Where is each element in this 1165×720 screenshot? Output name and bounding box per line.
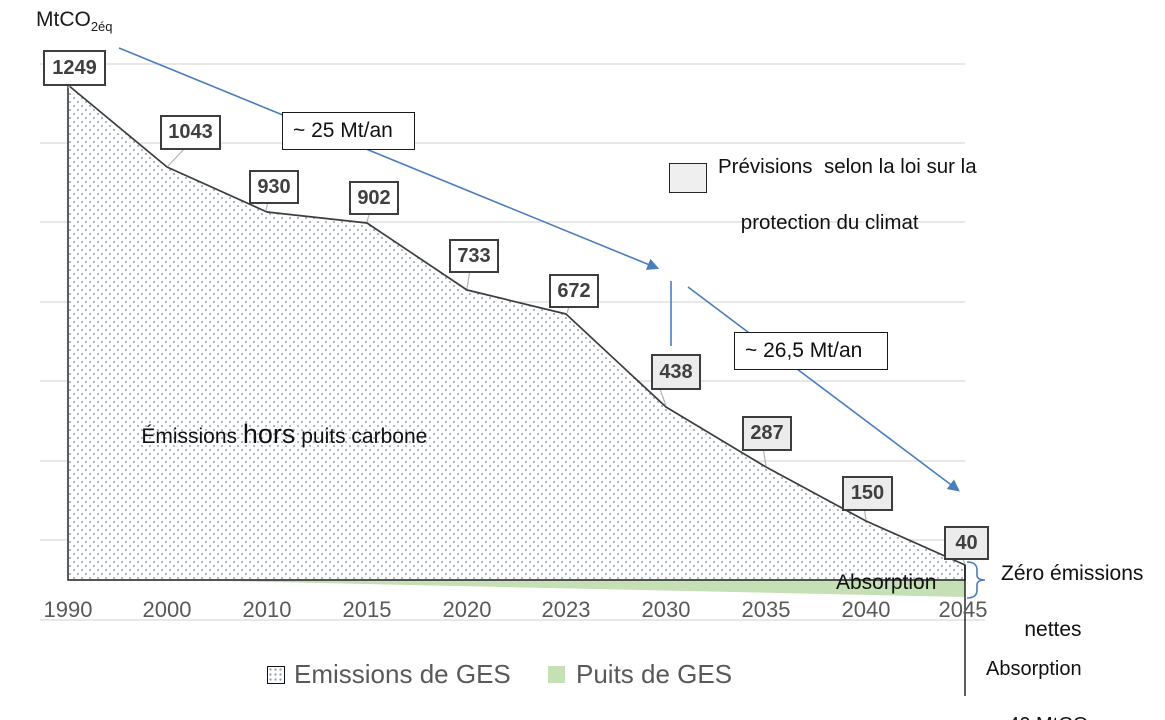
rate-annotation-26-5: ~ 26,5 Mt/an	[734, 332, 888, 370]
x-tick-2030: 2030	[641, 597, 691, 622]
legend-emissions-label: Emissions de GES	[294, 659, 511, 689]
legend-emissions-swatch	[267, 666, 285, 684]
x-tick-2000: 2000	[142, 597, 192, 622]
x-tick-2010: 2010	[242, 597, 292, 622]
area-label-pre: Émissions	[141, 425, 243, 448]
x-tick-2040: 2040	[841, 597, 891, 622]
net-zero-line2: nettes	[1024, 618, 1082, 641]
value-label-150: 150	[842, 476, 893, 511]
y-axis-title: MtCO2éq	[36, 8, 113, 34]
area-label-emph: hors	[242, 419, 296, 449]
forecast-legend-text: Prévisions selon la loi sur la protectio…	[718, 153, 998, 237]
value-label-902: 902	[349, 181, 399, 215]
value-label-733: 733	[449, 239, 499, 273]
absorption-40-line1: Absorption	[986, 658, 1082, 680]
forecast-legend-swatch	[669, 163, 707, 193]
net-zero-note: Zéro émissions nettes	[1001, 560, 1143, 644]
rate-annotation-25: ~ 25 Mt/an	[282, 112, 415, 150]
value-label-438: 438	[651, 354, 701, 390]
x-tick-1990: 1990	[43, 597, 93, 622]
sinks-area	[180, 577, 965, 597]
value-label-1249: 1249	[43, 50, 106, 86]
forecast-legend-line1: Prévisions selon la loi sur la	[718, 155, 977, 178]
forecast-legend-line2: protection du climat	[740, 211, 919, 234]
value-label-930: 930	[249, 170, 299, 204]
net-zero-line1: Zéro émissions	[1001, 562, 1144, 585]
x-tick-2015: 2015	[342, 597, 392, 622]
rate-arrow-25	[118, 47, 660, 270]
absorption-40-note: Absorption 40 MtCO2éq	[986, 655, 1108, 720]
area-label-post: puits carbone	[295, 425, 428, 448]
x-tick-2020: 2020	[442, 597, 492, 622]
legend-sinks-swatch	[548, 666, 565, 683]
value-label-40: 40	[944, 526, 989, 560]
emissions-area-label: Émissions hors puits carbone	[118, 392, 427, 479]
net-zero-brace	[966, 561, 986, 599]
legend-sinks-label: Puits de GES	[576, 659, 733, 689]
x-tick-2023: 2023	[541, 597, 591, 622]
y-axis-title-text: MtCO	[36, 8, 91, 31]
value-label-1043: 1043	[160, 115, 221, 150]
rate-arrow-26-5	[687, 286, 960, 492]
x-tick-2045: 2045	[938, 597, 988, 622]
x-tick-2035: 2035	[741, 597, 791, 622]
absorption-40-line2: 40 MtCO	[1008, 714, 1088, 720]
value-label-287: 287	[742, 416, 792, 451]
value-label-672: 672	[549, 274, 599, 308]
absorption-band-label: Absorption	[836, 571, 937, 594]
y-axis-title-subscript: 2éq	[90, 19, 113, 35]
